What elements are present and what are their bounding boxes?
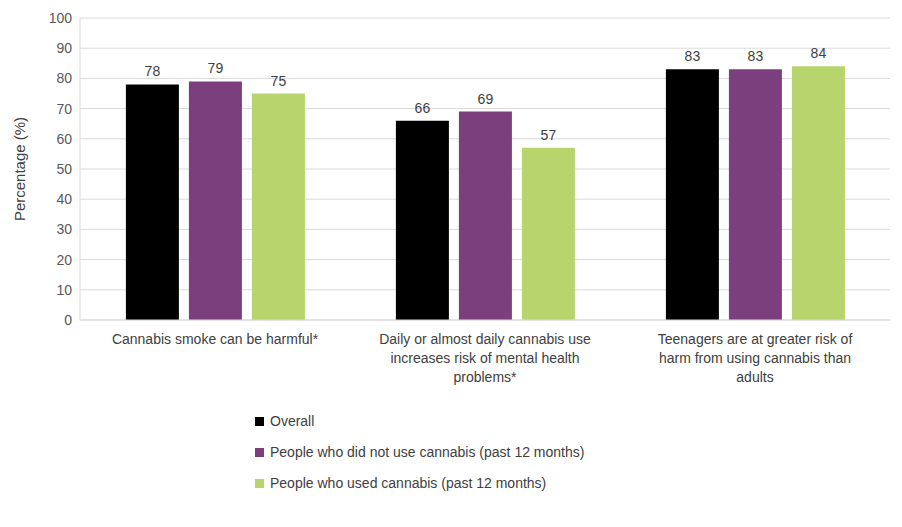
svg-text:57: 57 [541,127,557,143]
svg-text:90: 90 [56,40,72,56]
svg-text:83: 83 [748,48,764,64]
html-text:People who did not use cannabi: People who did not use cannabis (past 12… [270,444,585,460]
svg-text:75: 75 [271,73,287,89]
svg-text:100: 100 [49,10,73,26]
svg-text:50: 50 [56,161,72,177]
html-text:People who used cannabis (past: People who used cannabis (past 12 months… [270,475,547,491]
html-text:Overall: Overall [270,413,315,429]
svg-text:20: 20 [56,252,72,268]
svg-text:0: 0 [64,312,72,328]
svg-text:66: 66 [415,100,431,116]
svg-text:80: 80 [56,70,72,86]
svg-text:60: 60 [56,131,72,147]
svg-text:Cannabis smoke can be harmful*: Cannabis smoke can be harmful* [112,331,319,347]
svg-text:70: 70 [56,101,72,117]
svg-text:Teenagers are at greater risk: Teenagers are at greater risk ofharm fro… [658,331,853,385]
svg-text:40: 40 [56,191,72,207]
svg-text:79: 79 [208,60,224,76]
svg-text:84: 84 [811,45,827,61]
svg-text:Daily or almost daily cannabis: Daily or almost daily cannabis useincrea… [379,331,591,385]
svg-text:78: 78 [145,63,161,79]
svg-text:Percentage (%): Percentage (%) [11,117,28,221]
svg-text:10: 10 [56,282,72,298]
svg-text:30: 30 [56,221,72,237]
svg-text:69: 69 [478,91,494,107]
svg-text:83: 83 [685,48,701,64]
